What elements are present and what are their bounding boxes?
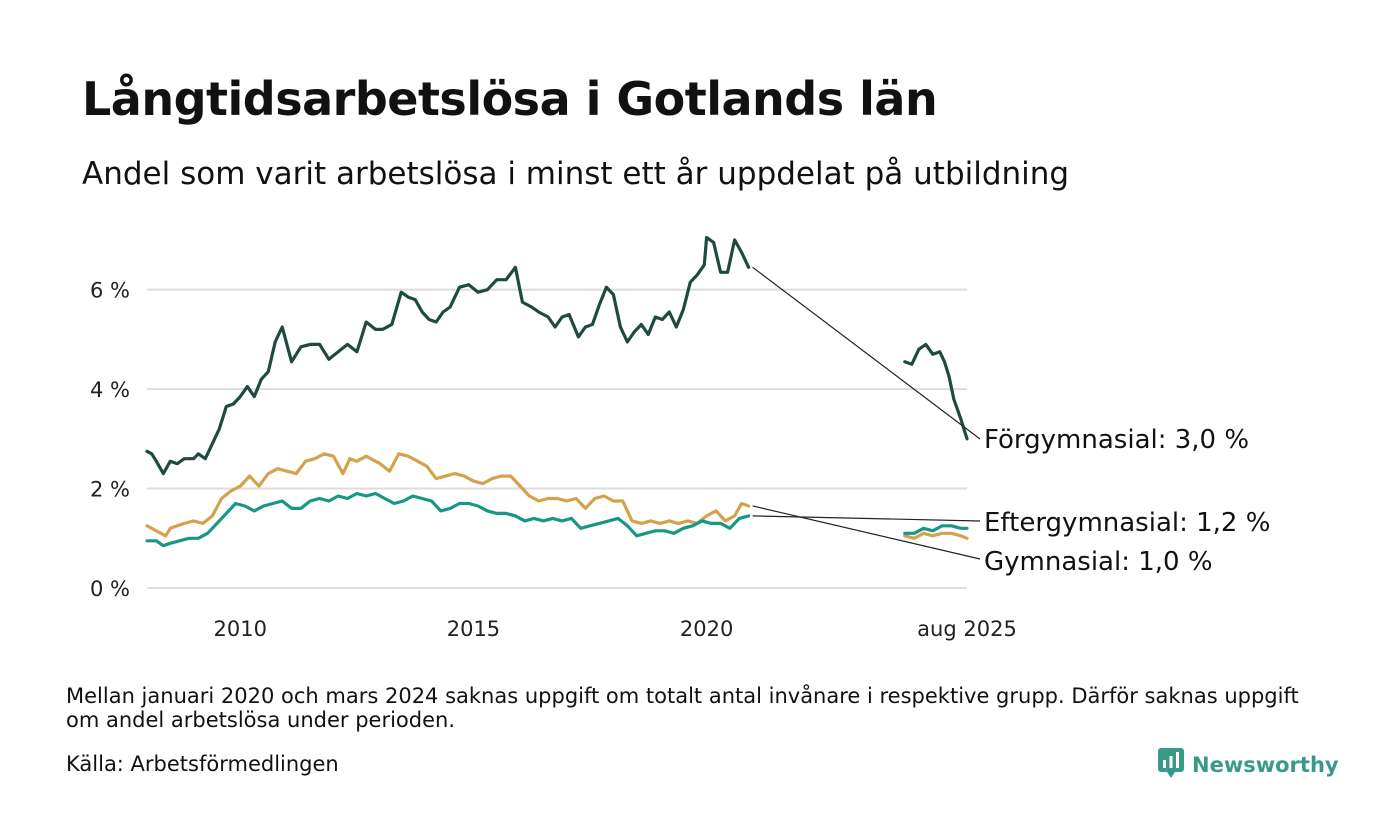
series-end-labels: Förgymnasial: 3,0 % Gymnasial: 1,0 % Efter… bbox=[752, 266, 1270, 577]
footnote: Mellan januari 2020 och mars 2024 saknas… bbox=[66, 684, 1299, 732]
data-series bbox=[145, 235, 969, 548]
x-axis-tick-labels: 2010 2015 2020 aug 2025 bbox=[214, 617, 1017, 641]
y-axis-tick-labels: 0 % 2 % 4 % 6 % bbox=[90, 279, 130, 601]
newsworthy-chart-logo-icon bbox=[1158, 748, 1184, 782]
brand-logo[interactable]: Newsworthy bbox=[1158, 748, 1339, 782]
line-chart: 0 % 2 % 4 % 6 % 2010 2015 2020 aug 2025 Förgym… bbox=[90, 235, 1270, 641]
end-label-leader bbox=[752, 266, 981, 440]
y-tick-label: 0 % bbox=[90, 577, 130, 601]
y-tick-label: 2 % bbox=[90, 478, 130, 502]
series-line-gymnasial bbox=[145, 452, 751, 538]
series-line-förgymnasial bbox=[903, 342, 969, 441]
y-tick-label: 4 % bbox=[90, 378, 130, 402]
x-tick-label: aug 2025 bbox=[917, 617, 1017, 641]
source-credit: Källa: Arbetsförmedlingen bbox=[66, 752, 339, 776]
series-line-eftergymnasial bbox=[145, 491, 751, 548]
series-line-eftergymnasial bbox=[903, 524, 969, 535]
end-label-leader bbox=[752, 515, 981, 522]
grid-lines bbox=[147, 288, 967, 589]
series-end-label: Eftergymnasial: 1,2 % bbox=[984, 508, 1270, 538]
chart-subtitle: Andel som varit arbetslösa i minst ett å… bbox=[82, 156, 1070, 192]
end-label-leader bbox=[752, 505, 981, 560]
series-end-label: Förgymnasial: 3,0 % bbox=[984, 425, 1249, 455]
brand-name: Newsworthy bbox=[1192, 753, 1339, 777]
series-end-label: Gymnasial: 1,0 % bbox=[984, 547, 1213, 577]
x-tick-label: 2010 bbox=[214, 617, 267, 641]
series-line-gymnasial bbox=[903, 531, 969, 540]
y-tick-label: 6 % bbox=[90, 279, 130, 303]
x-tick-label: 2020 bbox=[680, 617, 733, 641]
series-line-förgymnasial bbox=[145, 235, 751, 476]
x-tick-label: 2015 bbox=[447, 617, 500, 641]
chart-title: Långtidsarbetslösa i Gotlands län bbox=[82, 72, 938, 126]
